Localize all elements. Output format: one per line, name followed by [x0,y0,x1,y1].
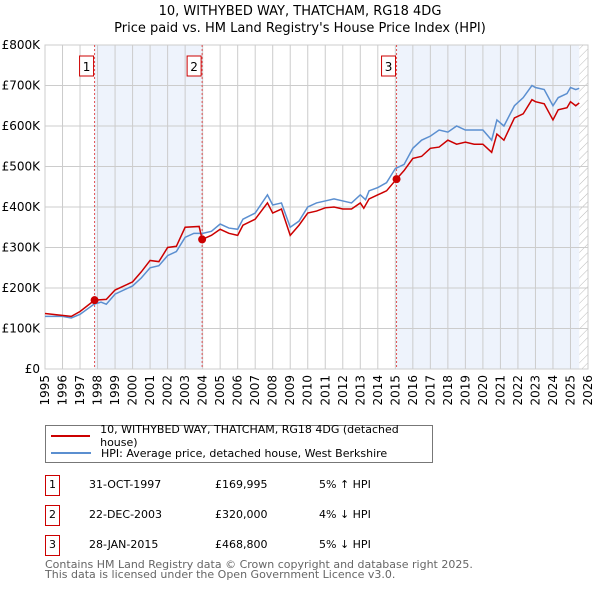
sale-price: £169,995 [215,478,268,491]
y-tick-label: £100K [2,322,42,336]
x-tick-label: 2021 [493,375,507,406]
legend-swatch-red [51,435,91,437]
x-tick-label: 2012 [336,375,350,406]
x-tick-label: 2003 [178,375,192,406]
x-tick-label: 1995 [38,375,52,406]
x-tick-label: 2011 [318,375,332,406]
x-tick-label: 2002 [161,375,175,406]
x-tick-label: 2004 [196,375,210,406]
x-tick-label: 2014 [371,375,385,406]
x-tick-label: 2010 [301,375,315,406]
sale-date: 28-JAN-2015 [89,538,159,551]
sale-hpi-diff: 4% ↓ HPI [319,508,371,521]
title: 10, WITHYBED WAY, THATCHAM, RG18 4DG [158,4,442,19]
x-tick-label: 2013 [353,375,367,406]
sale-price: £320,000 [215,508,268,521]
price-chart: 1995 1996 1997 1998 1999 2000 2001 2002 2003 2004… [2,38,595,406]
y-tick-label: £400K [2,200,42,214]
x-tick-label: 1996 [56,375,70,406]
sale-price: £468,800 [215,538,268,551]
legend-swatch-blue [51,452,91,454]
y-tick-label: £200K [2,281,42,295]
y-tick-label: £500K [2,160,42,174]
subtitle: Price paid vs. HM Land Registry's House … [114,21,486,36]
y-tick-label: £700K [2,79,42,93]
x-tick-label: 1999 [108,375,122,406]
legend-label: 10, WITHYBED WAY, THATCHAM, RG18 4DG (de… [100,423,399,449]
x-tick-label: 2020 [476,375,490,406]
x-tick-label: 2026 [581,375,595,406]
x-tick-label: 1998 [91,375,105,406]
sale-point [198,235,207,244]
x-tick-label: 2019 [458,375,472,406]
x-tick-label: 2018 [441,375,455,406]
sale-date: 31-OCT-1997 [89,478,162,491]
x-tick-label: 2005 [213,375,227,406]
x-tick-label: 2017 [423,375,437,406]
y-tick-label: £300K [2,241,42,255]
sale-number: 3 [45,535,60,556]
x-tick-label: 1997 [73,375,87,406]
legend: 10, WITHYBED WAY, THATCHAM, RG18 4DG (de… [45,423,433,463]
sale-marker-box [79,55,95,77]
hpi-line [45,84,580,319]
legend-label: HPI: Average price, detached house, West… [101,446,388,460]
footer: Contains HM Land Registry data © Crown c… [45,558,473,581]
sale-date: 22-DEC-2003 [89,508,163,521]
sale-row: 1 31-OCT-1997 £169,995 5% ↑ HPI [45,475,445,496]
x-tick-label: 2006 [231,375,245,406]
sale-point [392,175,401,184]
x-tick-label: 2022 [511,375,525,406]
footer-line: This data is licensed under the Open Gov… [45,568,396,581]
chart-title: 10, WITHYBED WAY, THATCHAM, RG18 4DG Pri… [0,3,600,37]
x-tick-label: 2008 [266,375,280,406]
sale-number: 2 [45,505,60,526]
sale-row: 2 22-DEC-2003 £320,000 4% ↓ HPI [45,505,445,526]
y-tick-label: £0 [25,362,40,376]
sale-hpi-diff: 5% ↓ HPI [319,538,371,551]
y-tick-label: £800K [2,38,42,52]
footer-line: Contains HM Land Registry data © Crown c… [45,558,473,571]
sale-marker-label: 2 [190,60,198,74]
plot-frame [44,44,589,370]
sale-marker-box [381,55,397,77]
x-tick-label: 2009 [283,375,297,406]
legend-item-property: 10, WITHYBED WAY, THATCHAM, RG18 4DG (de… [51,423,432,449]
sale-marker-box [186,55,202,77]
x-tick-label: 2015 [388,375,402,406]
sale-marker-label: 3 [385,60,393,74]
legend-item-hpi: HPI: Average price, detached house, West… [51,445,387,461]
x-tick-label: 2007 [248,375,262,406]
price-paid-line [44,98,580,318]
sale-number: 1 [45,475,60,496]
x-tick-label: 2000 [126,375,140,406]
sale-hpi-diff: 5% ↑ HPI [319,478,371,491]
sale-row: 3 28-JAN-2015 £468,800 5% ↓ HPI [45,535,445,556]
x-tick-label: 2023 [528,375,542,406]
y-tick-label: £600K [2,119,42,133]
x-tick-label: 2016 [406,375,420,406]
x-tick-label: 2025 [563,375,577,406]
sale-marker-label: 1 [83,60,91,74]
sale-point [90,296,99,305]
x-tick-label: 2024 [546,375,560,406]
x-tick-label: 2001 [143,375,157,406]
